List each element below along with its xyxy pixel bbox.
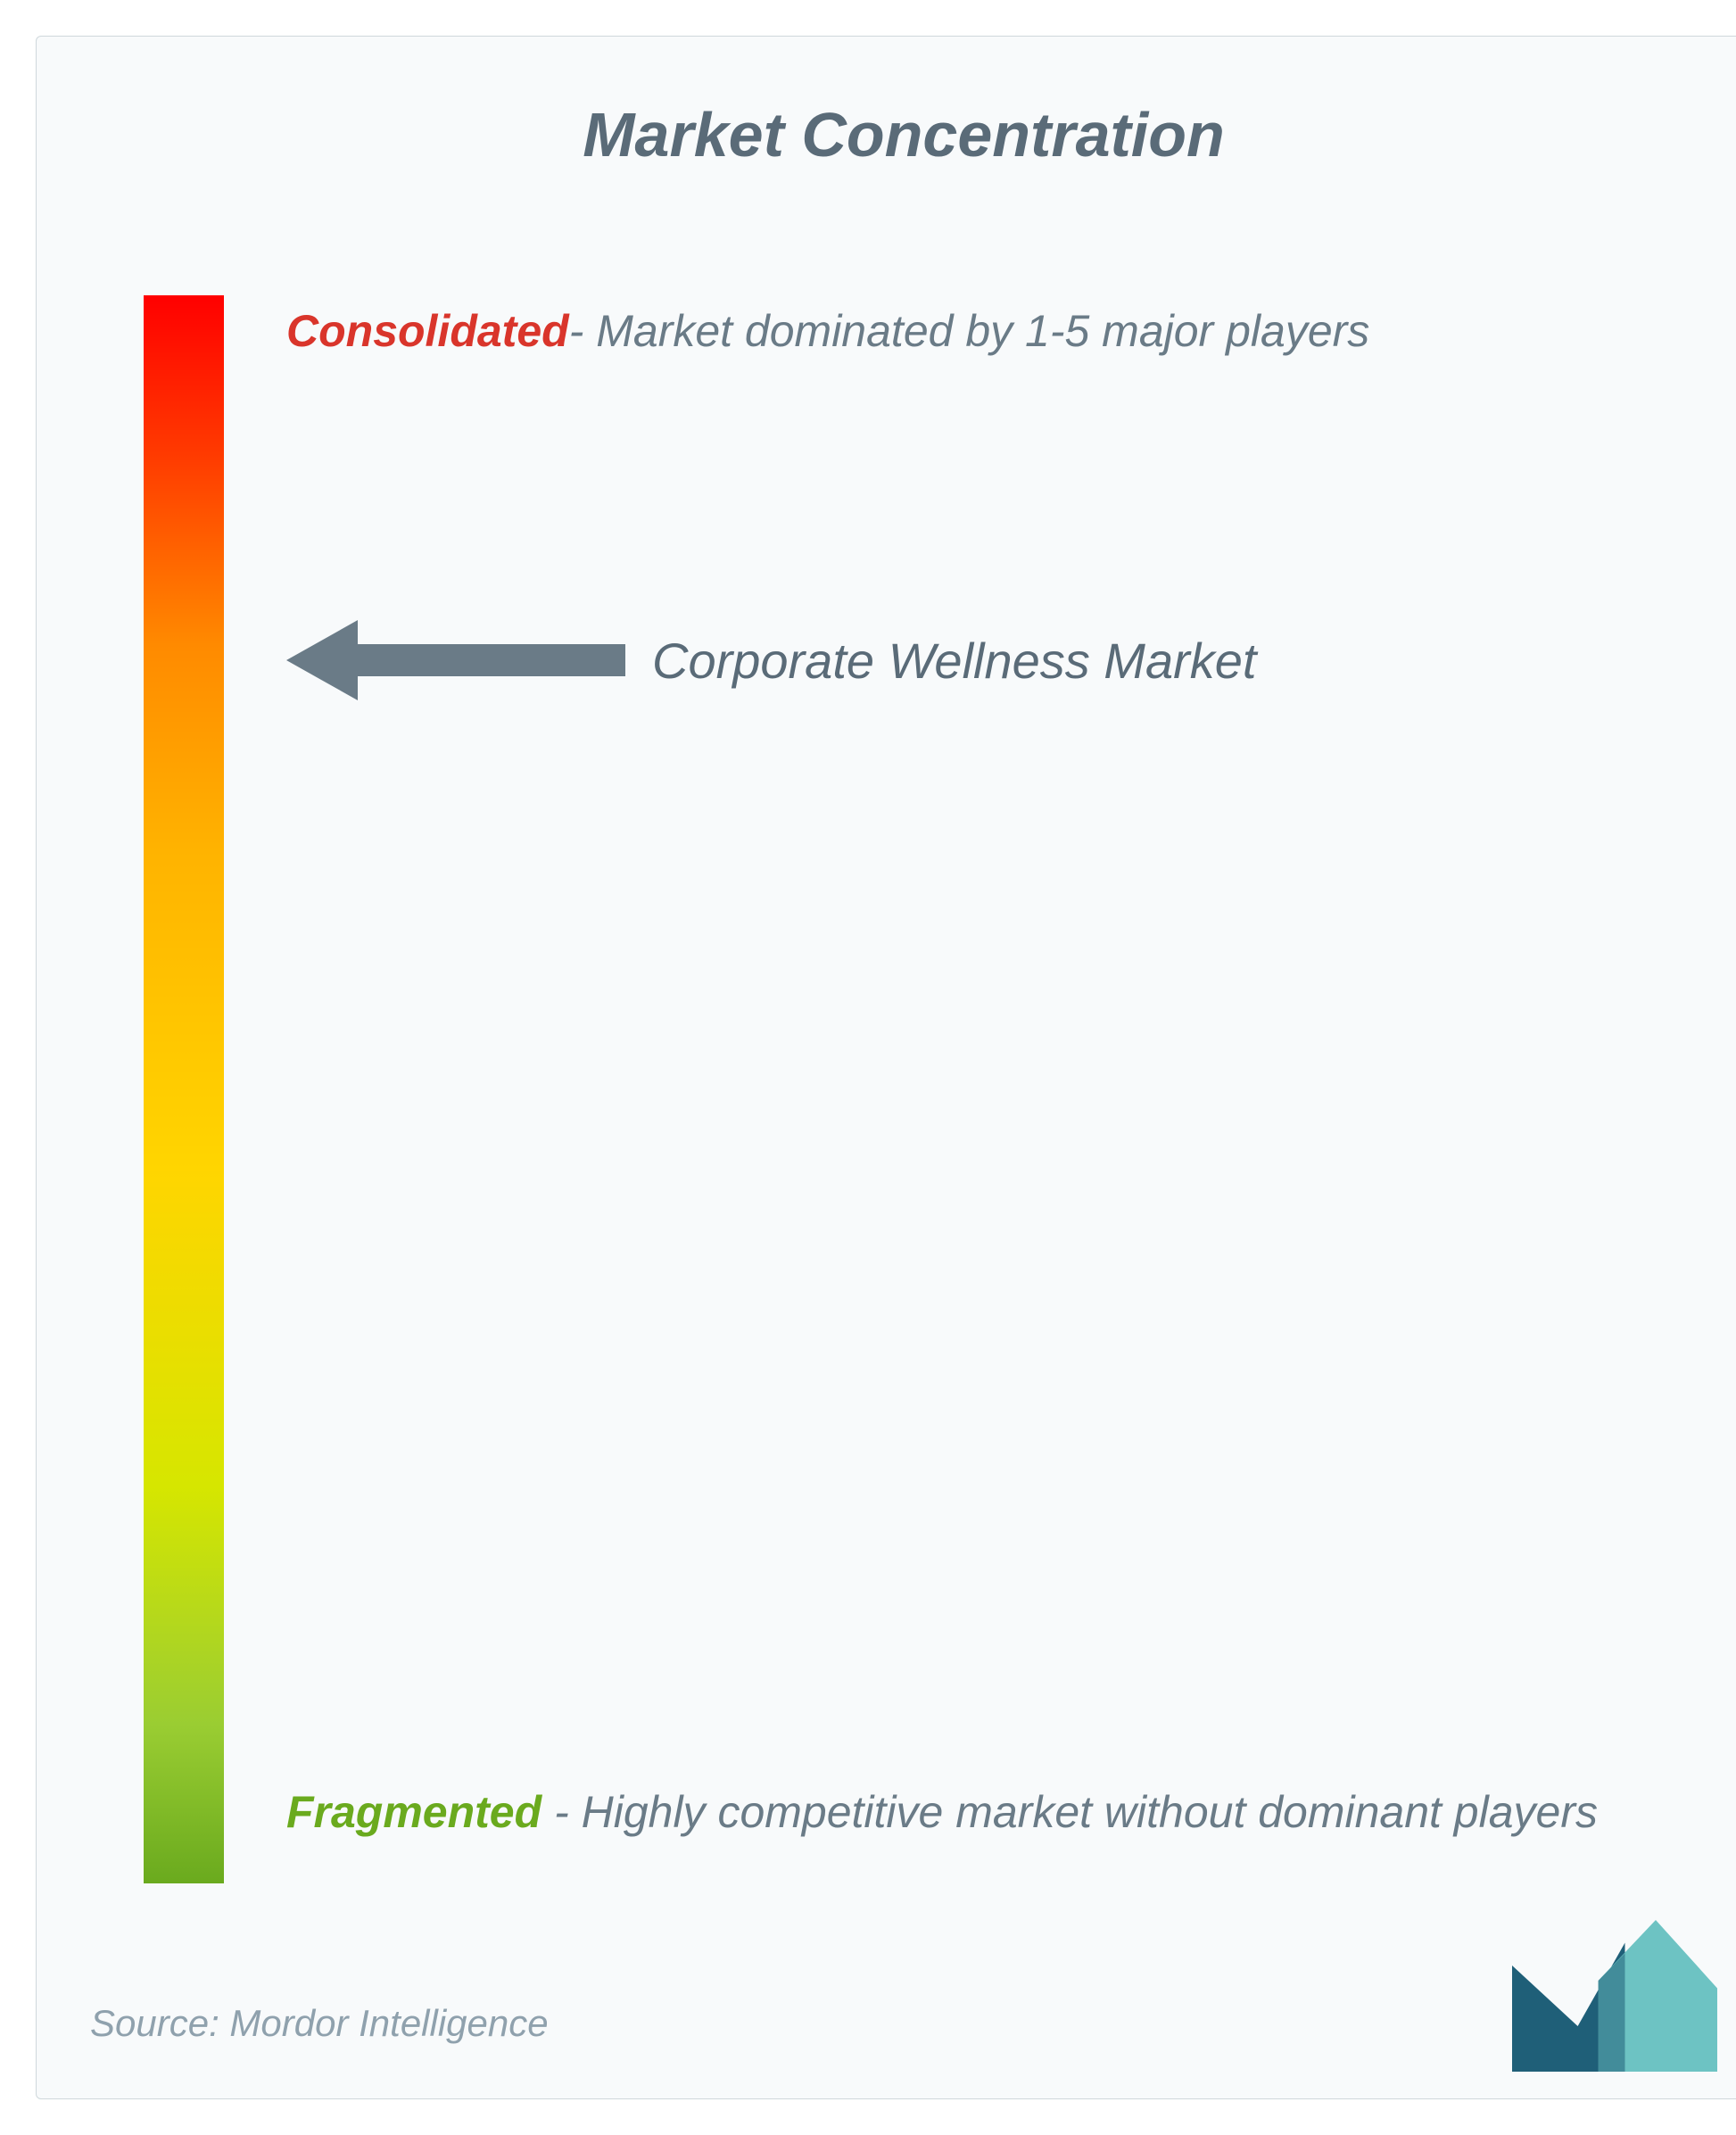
fragmented-desc: Highly competitive market without domina… <box>582 1787 1598 1837</box>
card-content: Consolidated- Market dominated by 1-5 ma… <box>144 295 1717 1883</box>
fragmented-sep: - <box>541 1787 581 1837</box>
consolidated-text: Consolidated- Market dominated by 1-5 ma… <box>286 295 1691 367</box>
fragmented-label: Fragmented <box>286 1787 541 1837</box>
market-pointer: Corporate Wellness Market <box>286 620 1256 700</box>
source-text: Source: Mordor Intelligence <box>90 2002 549 2045</box>
arrow-left-icon <box>286 620 625 700</box>
market-label: Corporate Wellness Market <box>652 632 1256 690</box>
concentration-gradient-bar <box>144 295 224 1883</box>
brand-logo-icon <box>1512 1920 1717 2072</box>
fragmented-block: Fragmented - Highly competitive market w… <box>286 1776 1691 1848</box>
consolidated-sep: - <box>569 306 597 356</box>
text-column: Consolidated- Market dominated by 1-5 ma… <box>286 295 1717 1883</box>
consolidated-label: Consolidated <box>286 306 569 356</box>
consolidated-desc: Market dominated by 1-5 major players <box>596 306 1369 356</box>
consolidated-block: Consolidated- Market dominated by 1-5 ma… <box>286 295 1691 367</box>
card-title: Market Concentration <box>37 99 1736 170</box>
fragmented-text: Fragmented - Highly competitive market w… <box>286 1776 1691 1848</box>
market-concentration-card: Market Concentration Consolidated- Marke… <box>36 36 1736 2099</box>
